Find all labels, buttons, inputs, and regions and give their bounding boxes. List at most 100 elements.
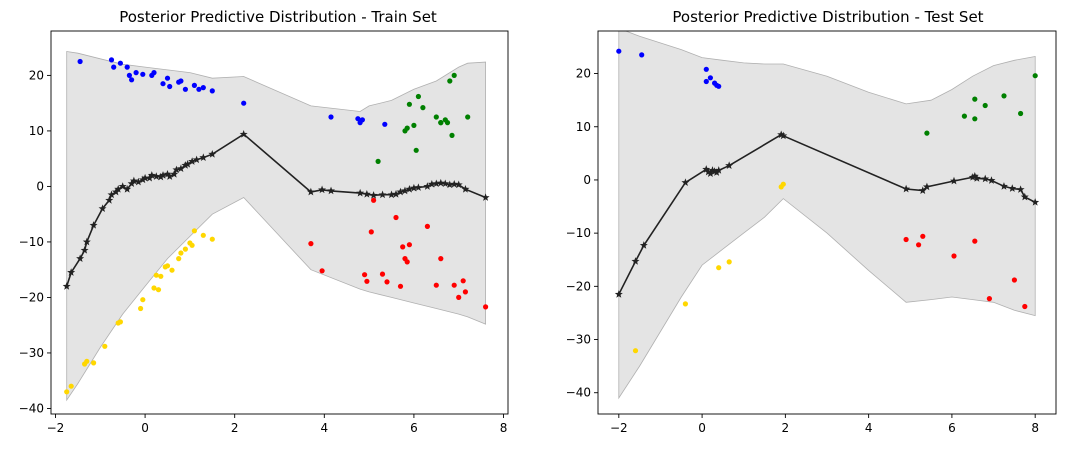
test-point-blue bbox=[707, 75, 714, 81]
test-mean-star bbox=[970, 172, 979, 180]
test-point-red bbox=[1011, 277, 1018, 283]
train-point-yellow bbox=[102, 343, 108, 349]
train-point-blue bbox=[126, 72, 132, 78]
train-ytick-label: 0 bbox=[36, 179, 44, 193]
train-mean-star bbox=[369, 191, 378, 199]
test-point-green bbox=[924, 130, 930, 136]
train-mean-star bbox=[98, 204, 107, 213]
train-mean-star bbox=[423, 182, 432, 190]
test-xtick-label: 2 bbox=[782, 421, 790, 435]
test-mean-star bbox=[918, 186, 927, 194]
train-mean-star bbox=[76, 254, 85, 262]
train-xtick-label: 8 bbox=[500, 421, 508, 435]
train-point-green bbox=[433, 114, 439, 120]
test-point-red bbox=[951, 253, 957, 259]
train-mean-star bbox=[445, 180, 454, 189]
train-point-red bbox=[362, 272, 368, 278]
train-point-yellow bbox=[191, 228, 197, 234]
train-point-red bbox=[384, 279, 390, 285]
train-point-green bbox=[404, 125, 410, 131]
train-mean-star bbox=[327, 186, 336, 195]
test-point-yellow bbox=[780, 181, 786, 187]
test-title: Posterior Predictive Distribution - Test… bbox=[672, 8, 983, 26]
test-mean-star bbox=[681, 178, 690, 186]
test-xtick-label: 0 bbox=[698, 421, 706, 435]
train-xtick-label: 0 bbox=[141, 421, 149, 435]
train-mean-star bbox=[145, 173, 154, 182]
train-mean-star bbox=[427, 180, 436, 188]
test-point-blue bbox=[616, 48, 622, 54]
test-point-red bbox=[1022, 303, 1028, 310]
train-mean-star bbox=[80, 246, 89, 254]
train-point-green bbox=[411, 122, 417, 128]
train-mean-star bbox=[165, 172, 174, 180]
train-point-blue bbox=[178, 78, 184, 84]
train-ytick-label: −30 bbox=[19, 346, 44, 360]
test-mean-star bbox=[704, 167, 713, 176]
train-mean-star bbox=[188, 157, 197, 165]
train-point-yellow bbox=[200, 232, 206, 238]
train-mean-star bbox=[362, 189, 371, 198]
test-ytick-label: −20 bbox=[566, 279, 591, 293]
train-point-yellow bbox=[189, 242, 195, 248]
test-point-blue bbox=[716, 83, 722, 89]
train-point-red bbox=[364, 278, 370, 284]
train-mean-star bbox=[134, 177, 143, 186]
test-mean-star bbox=[968, 173, 977, 181]
train-mean-star bbox=[67, 268, 76, 276]
test-credible-band bbox=[618, 31, 1036, 400]
train-mean-star bbox=[176, 164, 185, 173]
train-point-red bbox=[379, 271, 386, 277]
train-mean-star bbox=[454, 180, 463, 189]
train-point-yellow bbox=[91, 360, 97, 366]
train-point-yellow bbox=[153, 272, 159, 278]
test-mean-star bbox=[631, 257, 640, 265]
train-point-red bbox=[397, 283, 404, 289]
test-point-red bbox=[986, 296, 993, 302]
train-point-red bbox=[368, 229, 374, 235]
test-xtick-label: 8 bbox=[1031, 421, 1039, 435]
train-mean-star bbox=[192, 155, 201, 164]
test-point-green bbox=[1018, 110, 1024, 117]
test-mean-star bbox=[725, 161, 734, 169]
train-mean-star bbox=[396, 187, 405, 196]
train-mean-star bbox=[141, 173, 150, 182]
train-xtick-label: −2 bbox=[47, 421, 65, 435]
test-point-red bbox=[916, 242, 922, 248]
train-ytick-label: 10 bbox=[29, 124, 44, 138]
train-mean-star bbox=[441, 179, 450, 188]
test-mean-star bbox=[981, 174, 990, 183]
test-point-red bbox=[920, 233, 926, 239]
train-point-green bbox=[413, 147, 419, 153]
test-ytick-label: −40 bbox=[566, 386, 591, 400]
train-mean-star bbox=[239, 130, 248, 138]
train-point-red bbox=[308, 241, 314, 247]
train-point-green bbox=[420, 105, 426, 111]
test-point-green bbox=[982, 102, 988, 109]
train-point-yellow bbox=[68, 383, 74, 389]
train-point-blue bbox=[117, 60, 123, 66]
train-point-red bbox=[438, 256, 444, 262]
test-point-green bbox=[1032, 73, 1038, 79]
train-point-red bbox=[424, 223, 430, 229]
train-mean-star bbox=[118, 182, 127, 190]
train-point-blue bbox=[160, 81, 166, 87]
train-point-yellow bbox=[209, 236, 215, 242]
train-point-yellow bbox=[140, 297, 146, 303]
train-mean-star bbox=[481, 193, 490, 201]
train-scatter-points bbox=[64, 57, 489, 395]
train-mean-line bbox=[62, 130, 490, 290]
train-point-green bbox=[449, 132, 455, 138]
test-mean-star bbox=[777, 130, 786, 139]
test-mean-star bbox=[950, 176, 958, 185]
train-point-yellow bbox=[158, 273, 164, 279]
train-point-yellow bbox=[182, 246, 188, 252]
train-point-yellow bbox=[164, 263, 171, 269]
train-mean-star bbox=[387, 190, 396, 199]
train-point-blue bbox=[77, 58, 83, 65]
train-mean-star bbox=[436, 178, 445, 187]
train-point-blue bbox=[108, 57, 115, 63]
train-mean-star bbox=[318, 185, 327, 194]
train-point-blue bbox=[182, 86, 188, 92]
train-point-blue bbox=[200, 85, 206, 91]
